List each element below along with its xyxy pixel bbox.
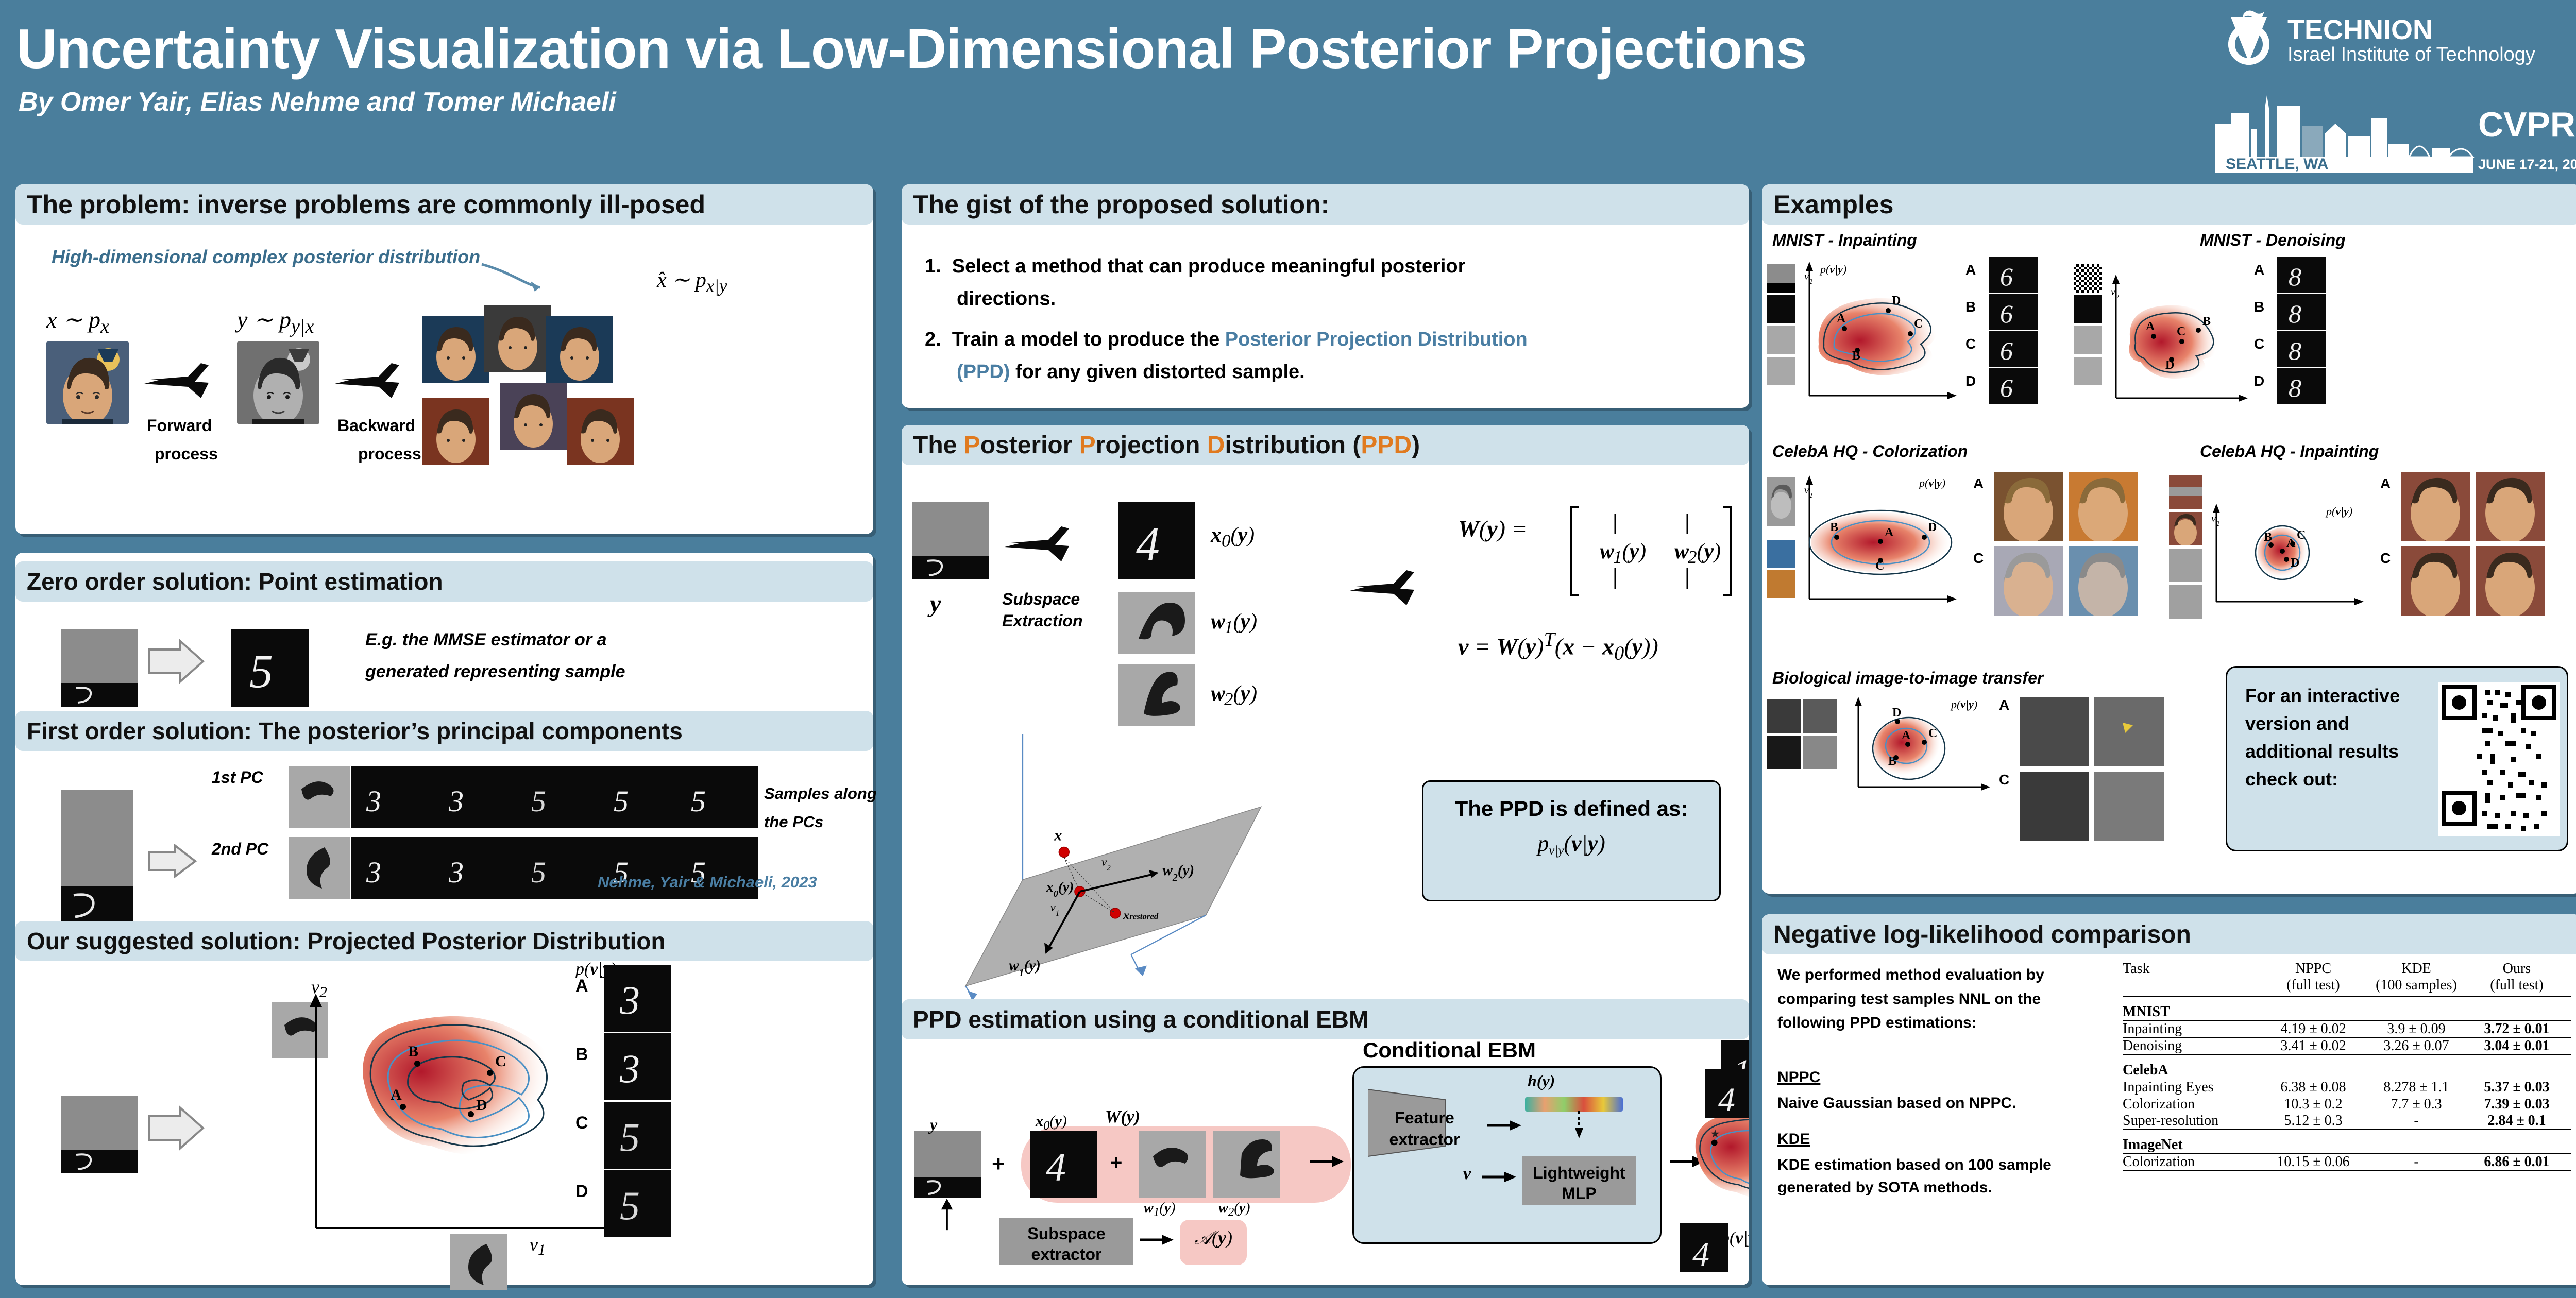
svg-text:A: A	[391, 1086, 402, 1103]
svg-text:B: B	[1888, 755, 1896, 768]
svg-text:D: D	[476, 1097, 487, 1114]
svg-text:8: 8	[2289, 262, 2301, 291]
svg-text:C: C	[1914, 317, 1923, 331]
svg-text:3: 3	[619, 978, 640, 1022]
svg-text:5: 5	[531, 784, 546, 818]
svg-text:p(v|y): p(v|y)	[1950, 698, 1977, 711]
svg-text:D: D	[2291, 556, 2299, 570]
svg-text:D: D	[1928, 521, 1937, 534]
svg-text:A: A	[1885, 526, 1894, 539]
svg-text:B: B	[408, 1043, 418, 1060]
svg-text:v1: v1	[1954, 601, 1958, 604]
svg-text:5: 5	[249, 645, 273, 697]
svg-text:D: D	[1892, 294, 1901, 308]
svg-text:C: C	[495, 1053, 506, 1070]
svg-text:B: B	[2202, 315, 2211, 328]
svg-text:p(v|y): p(v|y)	[2325, 505, 2352, 518]
svg-text:3: 3	[619, 1046, 640, 1091]
svg-text:p(v|y): p(v|y)	[1819, 263, 1846, 276]
svg-text:w1(y): w1(y)	[1009, 958, 1041, 979]
svg-text:B: B	[1830, 521, 1838, 534]
svg-text:v2: v2	[2211, 513, 2219, 528]
svg-text:6: 6	[2000, 299, 2013, 328]
svg-text:5: 5	[614, 784, 629, 818]
svg-text:3: 3	[448, 784, 464, 818]
svg-text:4: 4	[1692, 1236, 1709, 1272]
svg-text:B: B	[1852, 349, 1860, 363]
svg-text:5: 5	[620, 1183, 640, 1228]
svg-text:6: 6	[2000, 373, 2013, 402]
svg-text:v2: v2	[2111, 286, 2119, 301]
svg-text:JUNE 17-21, 2024: JUNE 17-21, 2024	[2478, 157, 2576, 172]
svg-text:8: 8	[2289, 299, 2301, 328]
svg-text:8: 8	[2289, 336, 2301, 365]
svg-text:x: x	[1054, 826, 1062, 844]
svg-text:v1: v1	[2361, 603, 2365, 607]
svg-text:B: B	[2264, 531, 2272, 544]
svg-text:★: ★	[1710, 1127, 1720, 1140]
svg-text:4: 4	[1046, 1145, 1066, 1189]
svg-text:v2: v2	[1804, 485, 1812, 500]
svg-text:v2: v2	[1804, 271, 1812, 286]
svg-text:3: 3	[366, 784, 381, 818]
svg-text:6: 6	[2000, 262, 2013, 291]
svg-text:5: 5	[531, 856, 546, 889]
svg-text:A: A	[2146, 320, 2155, 333]
svg-text:5: 5	[691, 784, 706, 818]
svg-text:5: 5	[620, 1115, 640, 1159]
svg-text:3: 3	[366, 856, 381, 889]
svg-text:CVPR: CVPR	[2478, 105, 2575, 144]
svg-text:4: 4	[1718, 1081, 1735, 1118]
svg-text:4: 4	[1136, 518, 1160, 570]
svg-text:C: C	[1875, 559, 1884, 573]
svg-text:8: 8	[2289, 373, 2301, 402]
svg-text:SEATTLE, WA: SEATTLE, WA	[2226, 156, 2328, 173]
svg-text:C: C	[2297, 528, 2306, 542]
svg-text:D: D	[1892, 706, 1901, 720]
svg-text:v1: v1	[1954, 397, 1958, 401]
svg-text:C: C	[2177, 325, 2185, 338]
svg-text:A: A	[1902, 729, 1911, 742]
svg-text:3: 3	[448, 856, 464, 889]
svg-text:C: C	[1928, 727, 1937, 740]
svg-text:v1: v1	[2245, 400, 2249, 403]
svg-text:6: 6	[2000, 336, 2013, 365]
svg-text:A: A	[1837, 312, 1846, 326]
svg-text:p(v|y): p(v|y)	[1918, 476, 1945, 489]
svg-text:TECHNION: TECHNION	[2287, 14, 2433, 45]
svg-text:Israel Institute of Technology: Israel Institute of Technology	[2287, 44, 2535, 65]
svg-text:D: D	[2165, 358, 2174, 372]
